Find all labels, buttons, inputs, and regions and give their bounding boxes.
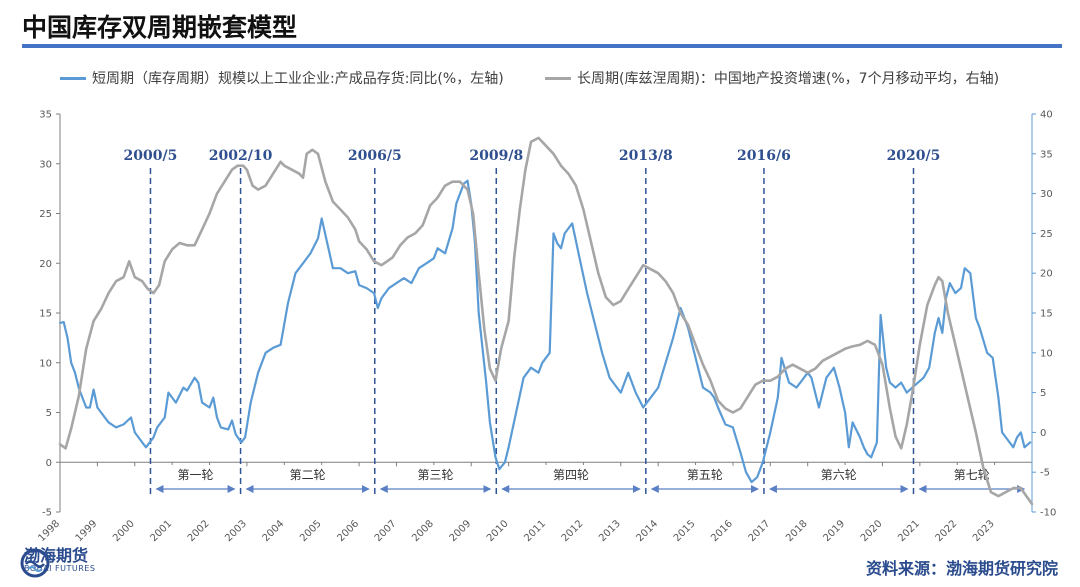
x-tick-label: 2003	[223, 518, 249, 544]
legend-label-long-cycle: 长周期(库兹涅周期)：中国地产投资增速(%，7个月移动平均，右轴)	[577, 71, 1000, 87]
y-left-tick-label: 35	[39, 110, 52, 121]
x-tick-label: 2020	[859, 518, 885, 544]
x-tick-label: 2000	[111, 518, 137, 544]
y-right-tick-label: -5	[1040, 468, 1050, 479]
round-label-background	[279, 465, 336, 483]
y-left-tick-label: -5	[42, 508, 52, 519]
bohai-logo: 渤海期货 BOHAI FUTURES	[20, 548, 96, 578]
y-right-tick-label: 20	[1040, 269, 1053, 280]
x-tick-label: 2022	[934, 518, 960, 544]
x-tick-label: 2016	[709, 518, 735, 544]
event-date-label: 2002/10	[209, 148, 273, 164]
cycle-rounds: 第一轮 第二轮 第三轮 第四轮 第五轮 第六轮 第七轮	[155, 465, 1026, 493]
x-tick-label: 2015	[672, 518, 698, 544]
round-label-background	[167, 465, 224, 483]
long-cycle-series-line	[58, 136, 1034, 506]
y-left-tick-label: 5	[46, 408, 52, 419]
round-label-background	[407, 465, 464, 483]
legend-swatch-short-cycle	[60, 76, 86, 80]
y-right-tick-label: 25	[1040, 229, 1053, 240]
logo-name-en: BOHAI FUTURES	[24, 564, 96, 573]
event-date-label: 2016/6	[737, 148, 791, 164]
event-date-label: 2006/5	[348, 148, 402, 164]
x-tick-label: 2021	[896, 518, 922, 544]
round-label: 第二轮	[290, 468, 326, 482]
x-tick-label: 2008	[410, 518, 436, 544]
event-date-label: 2013/8	[619, 148, 673, 164]
x-tick-label: 2014	[634, 518, 660, 544]
chart-series-lines	[58, 136, 1034, 506]
round-label: 第六轮	[821, 468, 857, 482]
y-right-tick-label: 5	[1040, 388, 1046, 399]
bohai-logo-icon	[20, 548, 50, 578]
x-tick-label: 2011	[522, 518, 548, 544]
round-label: 第四轮	[553, 468, 589, 482]
y-left-tick-label: 20	[39, 259, 52, 270]
x-tick-label: 2002	[186, 518, 212, 544]
legend-label-short-cycle: 短周期（库存周期）规模以上工业企业:产成品存货:同比(%，左轴)	[92, 71, 504, 87]
round-label: 第一轮	[178, 468, 214, 482]
x-tick-label: 2023	[971, 518, 997, 544]
x-tick-label: 2001	[148, 518, 174, 544]
x-tick-label: 2009	[448, 518, 474, 544]
y-left-tick-label: 10	[39, 358, 52, 369]
y-left-tick-label: 25	[39, 209, 52, 220]
round-label-background	[810, 465, 867, 483]
round-label-background	[543, 465, 600, 483]
legend-item-short-cycle: 短周期（库存周期）规模以上工业企业:产成品存货:同比(%，左轴)	[60, 68, 504, 88]
event-date-label: 2000/5	[124, 148, 178, 164]
x-tick-label: 2010	[485, 518, 511, 544]
x-tick-label: 2005	[298, 518, 324, 544]
short-cycle-series-line	[58, 179, 1032, 484]
y-right-tick-label: 0	[1040, 428, 1046, 439]
chart-legend: 短周期（库存周期）规模以上工业企业:产成品存货:同比(%，左轴) 长周期(库兹涅…	[60, 68, 1060, 88]
page-title: 中国库存双周期嵌套模型	[22, 13, 298, 42]
x-tick-label: 1999	[74, 518, 100, 544]
y-right-tick-label: 10	[1040, 348, 1053, 359]
y-right-tick-label: -10	[1040, 508, 1056, 519]
round-label-background	[676, 465, 733, 483]
x-tick-label: 2018	[784, 518, 810, 544]
x-tick-label: 2019	[821, 518, 847, 544]
y-right-tick-label: 30	[1040, 189, 1053, 200]
legend-item-long-cycle: 长周期(库兹涅周期)：中国地产投资增速(%，7个月移动平均，右轴)	[545, 68, 999, 88]
y-right-tick-label: 15	[1040, 309, 1053, 320]
x-tick-label: 2013	[597, 518, 623, 544]
x-tick-label: 2007	[373, 518, 399, 544]
source-note: 资料来源：渤海期货研究院	[865, 559, 1058, 578]
y-right-tick-label: 35	[1040, 149, 1053, 160]
y-left-tick-label: 0	[46, 458, 52, 469]
event-date-label: 2009/8	[469, 148, 523, 164]
x-tick-label: 2017	[747, 518, 773, 544]
title-divider	[22, 44, 1062, 48]
y-right-tick-label: 40	[1040, 110, 1053, 121]
y-left-tick-label: 15	[39, 309, 52, 320]
cycle-event-markers: 2000/5 2002/10 2006/5 2009/8 2013/8 2016/6 202…	[124, 148, 941, 496]
round-label: 第三轮	[418, 468, 454, 482]
legend-swatch-long-cycle	[545, 76, 571, 80]
y-left-tick-label: 30	[39, 159, 52, 170]
x-tick-label: 1998	[36, 518, 62, 544]
round-label: 第五轮	[687, 468, 723, 482]
x-tick-label: 2012	[560, 518, 586, 544]
x-tick-label: 2006	[335, 518, 361, 544]
event-date-label: 2020/5	[887, 148, 941, 164]
x-tick-label: 2004	[261, 518, 287, 544]
round-label: 第七轮	[954, 468, 990, 482]
